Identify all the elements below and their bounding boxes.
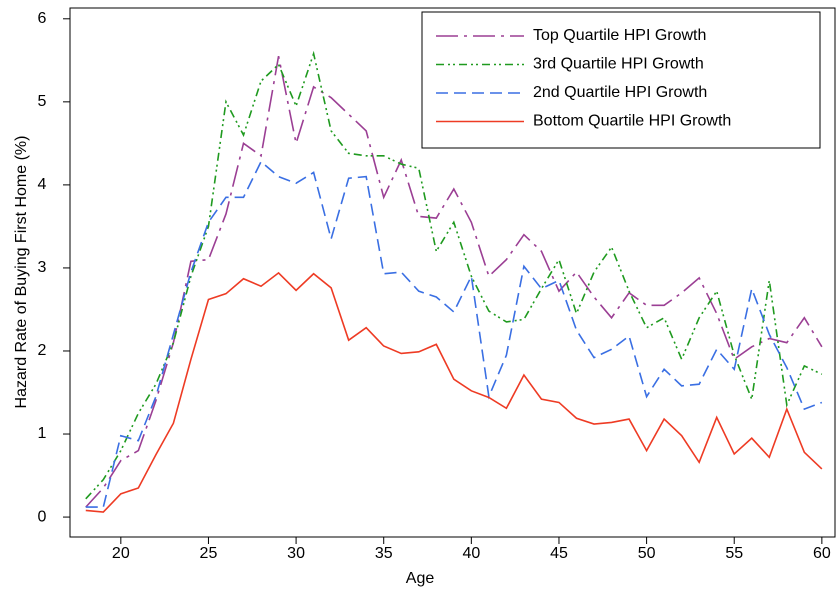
plot-frame	[69, 7, 836, 538]
series-line	[85, 56, 823, 508]
x-axis-label: Age	[406, 570, 435, 587]
x-tick-label: 40	[462, 545, 480, 562]
y-tick-label: 2	[38, 342, 47, 359]
x-tick-label: 25	[200, 545, 218, 562]
legend-label: Bottom Quartile HPI Growth	[533, 113, 731, 130]
series-line	[85, 50, 823, 500]
legend-box	[421, 11, 821, 149]
y-tick-label: 0	[38, 508, 47, 525]
x-tick-label: 30	[287, 545, 305, 562]
x-tick-label: 45	[550, 545, 568, 562]
y-axis-label: Hazard Rate of Buying First Home (%)	[13, 136, 30, 409]
y-tick-label: 3	[38, 259, 47, 276]
legend-label: 2nd Quartile HPI Growth	[533, 84, 707, 101]
y-tick-label: 1	[38, 425, 47, 442]
legend-label: 3rd Quartile HPI Growth	[533, 56, 704, 73]
legend-label: Top Quartile HPI Growth	[533, 27, 706, 44]
x-tick-label: 60	[813, 545, 831, 562]
y-tick-label: 4	[38, 176, 47, 193]
series-line	[85, 271, 823, 513]
x-tick-label: 20	[112, 545, 130, 562]
series-line	[85, 160, 823, 508]
y-tick-label: 6	[38, 10, 47, 27]
x-tick-label: 50	[638, 545, 656, 562]
y-tick-label: 5	[38, 93, 47, 110]
x-tick-label: 55	[725, 545, 743, 562]
x-tick-label: 35	[375, 545, 393, 562]
